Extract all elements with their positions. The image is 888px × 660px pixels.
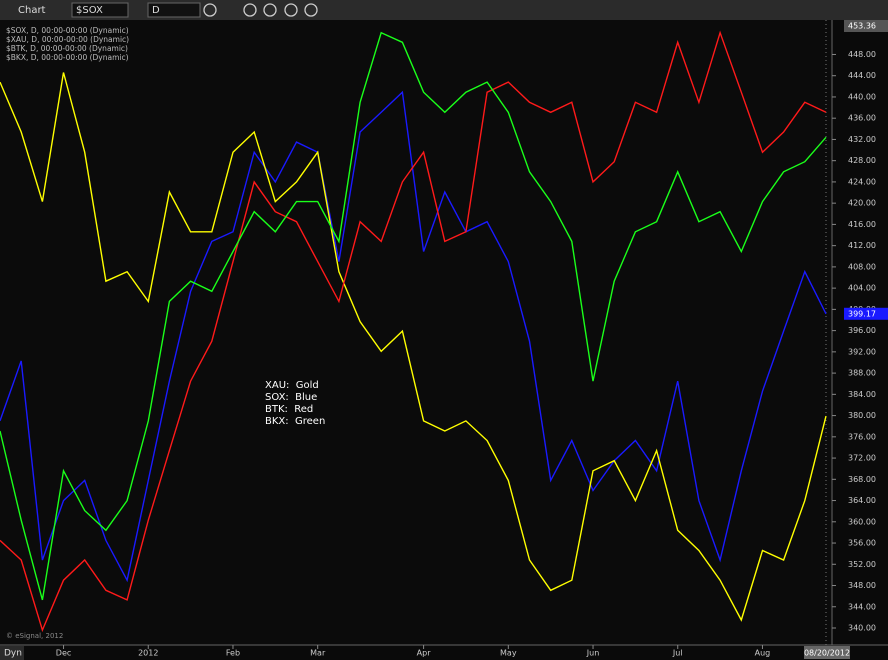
y-tick-label: 360.00 — [848, 517, 876, 526]
series-line — [0, 72, 827, 622]
y-tick-label: 392.00 — [848, 347, 876, 356]
legend: $SOX, D, 00:00-00:00 (Dynamic)$XAU, D, 0… — [6, 26, 129, 62]
y-tick-label: 444.00 — [848, 71, 876, 80]
y-tick-label: 408.00 — [848, 262, 876, 271]
symbol-box[interactable] — [71, 2, 129, 18]
icon[interactable] — [203, 3, 217, 17]
y-tick-label: 340.00 — [848, 624, 876, 633]
y-tick-label: 356.00 — [848, 539, 876, 548]
axis-top-box — [844, 20, 888, 32]
x-tick-label: May — [500, 649, 517, 658]
y-tick-label: 364.00 — [848, 496, 876, 505]
symbol[interactable]: $SOX — [76, 5, 103, 16]
y-tick-label: 424.00 — [848, 177, 876, 186]
interval[interactable]: D — [152, 5, 160, 16]
annotation: BKX: Green — [265, 416, 325, 427]
legend-entry: $BTK, D, 00:00-00:00 (Dynamic) — [6, 44, 128, 53]
y-tick-label: 352.00 — [848, 560, 876, 569]
last-value-box — [844, 307, 888, 320]
x-tick-label: Apr — [417, 649, 432, 658]
x-tick-label: Aug — [755, 649, 771, 658]
mode[interactable]: Dyn — [4, 649, 22, 659]
y-tick-label: 388.00 — [848, 369, 876, 378]
y-tick-label: 368.00 — [848, 475, 876, 484]
interval-box[interactable] — [147, 2, 201, 18]
series-line — [0, 30, 827, 633]
y-tick-label: 376.00 — [848, 432, 876, 441]
toolbar-title: Chart — [18, 5, 46, 16]
annotation: SOX: Blue — [265, 392, 317, 403]
y-tick-label: 428.00 — [848, 156, 876, 165]
y-tick-label: 404.00 — [848, 284, 876, 293]
mode-box[interactable] — [0, 646, 24, 660]
toolbar-icons[interactable] — [203, 3, 318, 17]
y-tick-label: 436.00 — [848, 114, 876, 123]
icon[interactable] — [263, 3, 277, 17]
x-tick-label: Mar — [310, 649, 326, 658]
copyright: © eSignal, 2012 — [6, 632, 63, 640]
x-tick-label: 2012 — [138, 649, 158, 658]
annotation: BTK: Red — [265, 404, 313, 415]
toolbar — [0, 0, 888, 20]
x-tick-label: Feb — [226, 649, 240, 658]
legend-entry: $BKX, D, 00:00-00:00 (Dynamic) — [6, 53, 129, 62]
y-tick-label: 384.00 — [848, 390, 876, 399]
icon[interactable] — [304, 3, 318, 17]
y-tick-label: 372.00 — [848, 454, 876, 463]
legend-entry: $SOX, D, 00:00-00:00 (Dynamic) — [6, 26, 129, 35]
y-tick-label: 344.00 — [848, 602, 876, 611]
annotation: XAU: Gold — [265, 380, 319, 391]
y-tick-label: 348.00 — [848, 581, 876, 590]
y-tick-label: 420.00 — [848, 199, 876, 208]
legend-entry: $XAU, D, 00:00-00:00 (Dynamic) — [6, 35, 129, 44]
series-line — [0, 31, 827, 601]
x-tick-label: Jul — [672, 649, 683, 658]
y-tick-label: 448.00 — [848, 50, 876, 59]
icon[interactable] — [243, 3, 257, 17]
axis-top-label: 453.36 — [848, 22, 876, 31]
x-tick-label: 08/20/2012 — [804, 649, 850, 658]
plot-area — [0, 20, 832, 645]
last-value-label: 399.17 — [848, 309, 876, 318]
y-tick-label: 416.00 — [848, 220, 876, 229]
icon[interactable] — [284, 3, 298, 17]
y-tick-label: 412.00 — [848, 241, 876, 250]
x-tick-label: Dec — [56, 649, 71, 658]
x-tick-label: Jun — [586, 649, 600, 658]
y-tick-label: 380.00 — [848, 411, 876, 420]
series-line — [0, 90, 827, 583]
y-tick-label: 440.00 — [848, 92, 876, 101]
y-tick-label: 396.00 — [848, 326, 876, 335]
y-tick-label: 432.00 — [848, 135, 876, 144]
date-box — [804, 646, 850, 659]
